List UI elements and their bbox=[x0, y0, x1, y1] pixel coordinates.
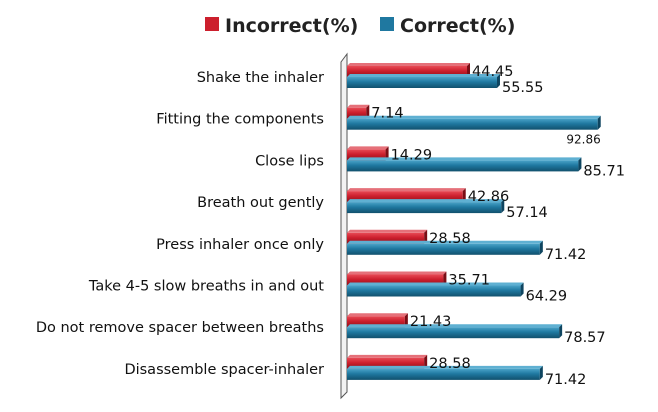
bar-incorrect-breath-out-gently bbox=[347, 188, 466, 203]
bar-incorrect-disassemble-spacer-inhaler bbox=[347, 354, 428, 369]
value-label-incorrect-take-4-5-slow-breaths-in-and-out: 35.71 bbox=[448, 273, 490, 289]
value-label-incorrect-close-lips: 14.29 bbox=[391, 147, 433, 163]
value-label-correct-disassemble-spacer-inhaler: 71.42 bbox=[545, 372, 587, 388]
bar-incorrect-shake-the-inhaler bbox=[347, 63, 471, 77]
value-label-correct-do-not-remove-spacer-between-breaths: 78.57 bbox=[564, 330, 606, 346]
legend-label-incorrect: Incorrect(%) bbox=[225, 15, 358, 37]
value-label-incorrect-fitting-the-components: 7.14 bbox=[371, 106, 403, 122]
category-label-do-not-remove-spacer-between-breaths: Do not remove spacer between breaths bbox=[36, 320, 324, 336]
axis-wall bbox=[340, 52, 348, 400]
bar-incorrect-take-4-5-slow-breaths-in-and-out bbox=[347, 271, 447, 286]
bar-incorrect-fitting-the-components bbox=[347, 104, 370, 119]
bar-correct-breath-out-gently bbox=[347, 199, 505, 214]
bar-correct-take-4-5-slow-breaths-in-and-out bbox=[347, 282, 524, 297]
legend: Incorrect(%) Correct(%) bbox=[205, 15, 515, 37]
category-label-take-4-5-slow-breaths-in-and-out: Take 4-5 slow breaths in and out bbox=[88, 279, 324, 295]
value-label-correct-fitting-the-components: 92.86 bbox=[566, 133, 600, 147]
value-label-incorrect-shake-the-inhaler: 44.45 bbox=[472, 64, 514, 80]
bar-correct-disassemble-spacer-inhaler bbox=[347, 365, 543, 380]
category-label-press-inhaler-once-only: Press inhaler once only bbox=[156, 237, 324, 253]
bar-correct-close-lips bbox=[347, 157, 582, 172]
value-label-incorrect-breath-out-gently: 42.86 bbox=[468, 189, 510, 205]
category-axis bbox=[340, 52, 348, 400]
legend-label-correct: Correct(%) bbox=[400, 15, 515, 37]
bar-incorrect-press-inhaler-once-only bbox=[347, 229, 428, 244]
bar-correct-press-inhaler-once-only bbox=[347, 240, 543, 255]
legend-swatch-correct bbox=[380, 17, 394, 31]
value-label-correct-take-4-5-slow-breaths-in-and-out: 64.29 bbox=[526, 289, 568, 305]
bar-correct-shake-the-inhaler bbox=[347, 74, 500, 88]
category-label-breath-out-gently: Breath out gently bbox=[197, 195, 324, 211]
bar-incorrect-do-not-remove-spacer-between-breaths bbox=[347, 313, 408, 328]
bar-correct-fitting-the-components bbox=[347, 115, 601, 130]
category-label-close-lips: Close lips bbox=[255, 153, 324, 169]
bar-incorrect-close-lips bbox=[347, 146, 389, 161]
category-label-shake-the-inhaler: Shake the inhaler bbox=[197, 70, 324, 86]
value-label-correct-close-lips: 85.71 bbox=[583, 163, 625, 179]
legend-swatch-incorrect bbox=[205, 17, 219, 31]
bars bbox=[347, 63, 601, 380]
value-label-correct-shake-the-inhaler: 55.55 bbox=[502, 80, 544, 96]
value-label-incorrect-press-inhaler-once-only: 28.58 bbox=[429, 231, 471, 247]
bar-correct-do-not-remove-spacer-between-breaths bbox=[347, 324, 563, 339]
value-label-incorrect-disassemble-spacer-inhaler: 28.58 bbox=[429, 356, 471, 372]
value-label-correct-breath-out-gently: 57.14 bbox=[506, 205, 548, 221]
category-label-fitting-the-components: Fitting the components bbox=[156, 112, 324, 128]
category-labels: Shake the inhaler Fitting the components C… bbox=[36, 70, 325, 378]
value-label-correct-press-inhaler-once-only: 71.42 bbox=[545, 247, 587, 263]
category-label-disassemble-spacer-inhaler: Disassemble spacer-inhaler bbox=[124, 362, 324, 378]
value-label-incorrect-do-not-remove-spacer-between-breaths: 21.43 bbox=[410, 314, 452, 330]
